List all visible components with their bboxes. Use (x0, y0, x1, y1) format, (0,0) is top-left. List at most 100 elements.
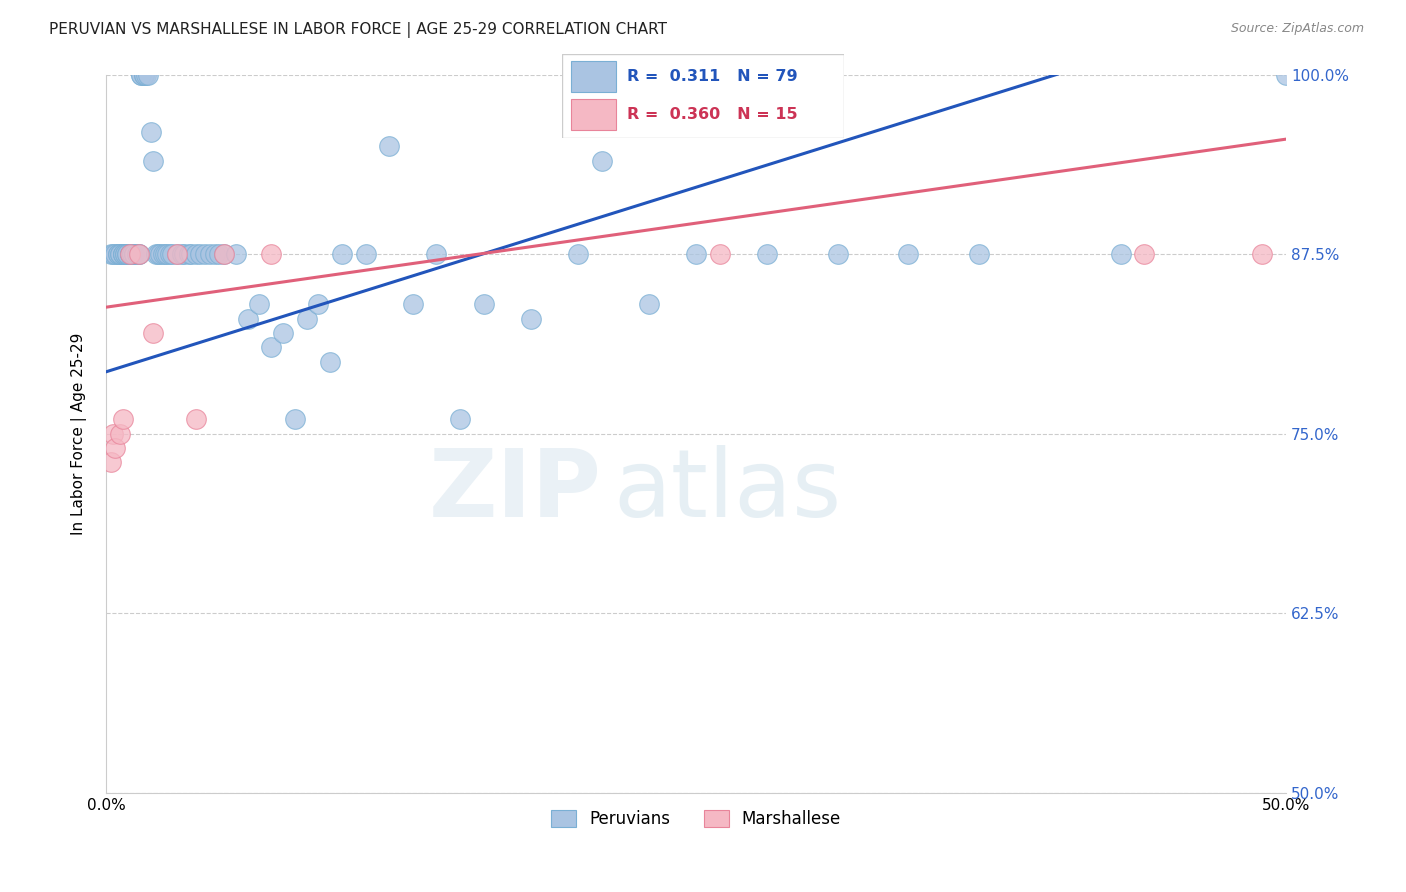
Peruvians (145, 247, 167, 261)
Peruvians (146, 247, 169, 261)
Peruvians (125, 247, 148, 261)
Peruvians (124, 247, 146, 261)
Peruvians (111, 247, 134, 261)
Peruvians (520, 311, 543, 326)
Peruvians (402, 297, 425, 311)
Peruvians (637, 297, 659, 311)
Marshallese (118, 247, 141, 261)
Peruvians (170, 247, 193, 261)
Peruvians (132, 68, 155, 82)
Peruvians (177, 247, 200, 261)
Peruvians (236, 311, 259, 326)
Peruvians (247, 297, 270, 311)
FancyBboxPatch shape (571, 99, 616, 130)
Peruvians (591, 153, 613, 168)
Peruvians (472, 297, 495, 311)
Peruvians (138, 68, 160, 82)
Peruvians (208, 247, 231, 261)
Peruvians (131, 68, 153, 82)
Peruvians (184, 247, 207, 261)
Peruvians (198, 247, 221, 261)
Text: R =  0.311   N = 79: R = 0.311 N = 79 (627, 69, 797, 84)
Peruvians (897, 247, 920, 261)
Peruvians (149, 247, 172, 261)
Marshallese (1133, 247, 1156, 261)
Marshallese (1251, 247, 1274, 261)
Peruvians (118, 247, 141, 261)
Text: ZIP: ZIP (429, 445, 602, 537)
Peruvians (118, 247, 141, 261)
Marshallese (184, 412, 207, 426)
Peruvians (166, 247, 188, 261)
Marshallese (212, 247, 235, 261)
Marshallese (260, 247, 283, 261)
Peruvians (152, 247, 174, 261)
Peruvians (271, 326, 294, 340)
Peruvians (354, 247, 377, 261)
FancyBboxPatch shape (562, 54, 844, 138)
Peruvians (111, 247, 134, 261)
Peruvians (139, 125, 162, 139)
Peruvians (114, 247, 136, 261)
Text: R =  0.360   N = 15: R = 0.360 N = 15 (627, 107, 797, 122)
Marshallese (128, 247, 150, 261)
Peruvians (307, 297, 329, 311)
Peruvians (319, 355, 342, 369)
Peruvians (156, 247, 179, 261)
Peruvians (128, 247, 150, 261)
Peruvians (827, 247, 849, 261)
Peruvians (685, 247, 707, 261)
Peruvians (100, 247, 122, 261)
Marshallese (142, 326, 165, 340)
Peruvians (567, 247, 589, 261)
Peruvians (425, 247, 447, 261)
Peruvians (180, 247, 202, 261)
Peruvians (118, 247, 141, 261)
Peruvians (104, 247, 127, 261)
Peruvians (132, 68, 155, 82)
Peruvians (173, 247, 195, 261)
Peruvians (449, 412, 471, 426)
Peruvians (212, 247, 235, 261)
Peruvians (378, 139, 401, 153)
Peruvians (111, 247, 134, 261)
Peruvians (108, 247, 131, 261)
Marshallese (100, 455, 122, 469)
FancyBboxPatch shape (571, 62, 616, 92)
Marshallese (104, 441, 127, 455)
Peruvians (153, 247, 176, 261)
Peruvians (115, 247, 138, 261)
Marshallese (101, 426, 124, 441)
Peruvians (260, 340, 283, 354)
Peruvians (128, 247, 150, 261)
Peruvians (225, 247, 247, 261)
Peruvians (204, 247, 226, 261)
Peruvians (160, 247, 183, 261)
Marshallese (166, 247, 188, 261)
Text: PERUVIAN VS MARSHALLESE IN LABOR FORCE | AGE 25-29 CORRELATION CHART: PERUVIAN VS MARSHALLESE IN LABOR FORCE |… (49, 22, 668, 38)
Peruvians (967, 247, 990, 261)
Peruvians (295, 311, 318, 326)
Peruvians (1275, 68, 1298, 82)
Peruvians (1109, 247, 1132, 261)
Marshallese (709, 247, 731, 261)
Peruvians (131, 68, 153, 82)
Peruvians (142, 153, 165, 168)
Peruvians (135, 68, 157, 82)
Peruvians (114, 247, 136, 261)
Peruvians (115, 247, 138, 261)
Peruvians (121, 247, 143, 261)
Peruvians (194, 247, 217, 261)
Marshallese (108, 426, 131, 441)
Peruvians (284, 412, 307, 426)
Text: atlas: atlas (613, 445, 842, 537)
Peruvians (755, 247, 778, 261)
Legend: Peruvians, Marshallese: Peruvians, Marshallese (544, 803, 848, 835)
Y-axis label: In Labor Force | Age 25-29: In Labor Force | Age 25-29 (72, 333, 87, 535)
Peruvians (107, 247, 129, 261)
Peruvians (121, 247, 143, 261)
Peruvians (101, 247, 124, 261)
Marshallese (111, 412, 134, 426)
Text: Source: ZipAtlas.com: Source: ZipAtlas.com (1230, 22, 1364, 36)
Peruvians (107, 247, 129, 261)
